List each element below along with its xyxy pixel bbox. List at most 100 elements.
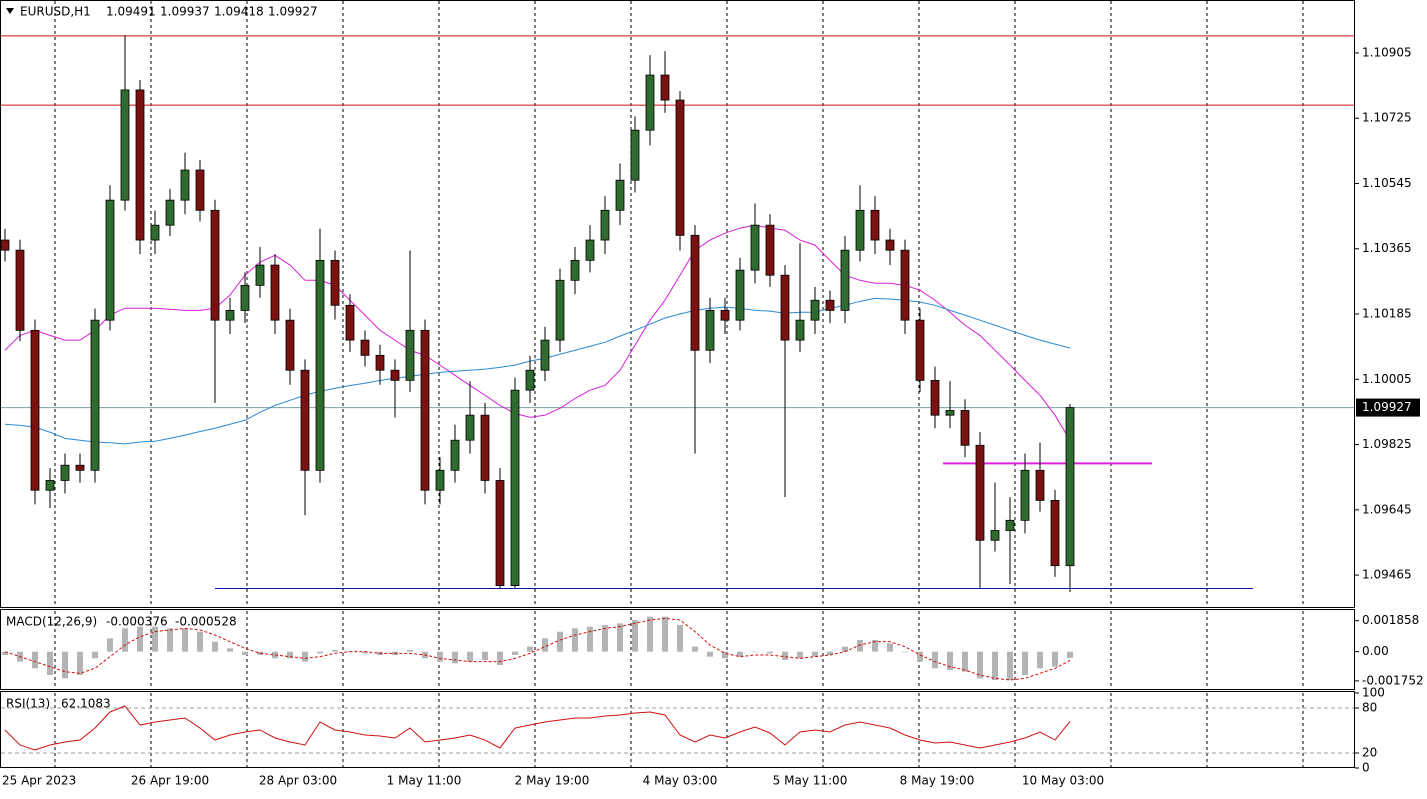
y-tick-label: -0.001752 — [1362, 673, 1424, 687]
macd-bar — [152, 626, 158, 652]
macd-bar — [737, 651, 743, 657]
x-tick-label: 8 May 19:00 — [900, 774, 975, 788]
macd-bar — [767, 651, 773, 654]
macd-bar — [197, 631, 203, 652]
macd-bar — [512, 651, 518, 655]
macd-bar — [812, 651, 818, 657]
candle-body — [705, 309, 715, 351]
rsi-value: 62.1083 — [61, 697, 111, 711]
candle-body — [945, 410, 955, 416]
candle-body — [570, 259, 580, 281]
macd-signal — [4, 617, 1071, 681]
macd-bar — [77, 651, 83, 675]
candle-body — [300, 369, 310, 471]
rsi-line — [4, 705, 1071, 751]
macd-bar — [557, 631, 563, 652]
macd-bar — [542, 638, 548, 652]
candle-body — [390, 369, 400, 381]
candle-body — [810, 299, 820, 321]
macd-bar — [287, 651, 293, 659]
candle-body — [1020, 469, 1030, 521]
macd-bar — [587, 626, 593, 652]
y-tick-label: 80 — [1362, 701, 1377, 715]
candle-body — [360, 339, 370, 356]
menu-arrow[interactable] — [6, 8, 14, 14]
x-tick-label: 25 Apr 2023 — [2, 774, 76, 788]
y-tick-label: 0.001858 — [1362, 613, 1419, 627]
candle-body — [120, 89, 130, 201]
macd-bar — [332, 650, 338, 652]
candle-body — [645, 74, 655, 131]
candle-body — [420, 329, 430, 491]
candle-body — [1065, 407, 1075, 567]
last-high: 1.09937 — [160, 5, 210, 19]
y-tick-label: 1.10005 — [1362, 372, 1412, 386]
candle-body — [690, 234, 700, 351]
candle-body — [840, 249, 850, 311]
x-tick-label: 10 May 03:00 — [1022, 774, 1104, 788]
y-tick-label: 1.09465 — [1362, 568, 1412, 582]
macd-bar — [887, 643, 893, 652]
plot — [0, 35, 1354, 751]
macd-bar — [962, 651, 968, 672]
macd-bar — [122, 628, 128, 652]
macd-bar — [107, 638, 113, 652]
x-tick-label: 26 Apr 19:00 — [131, 774, 209, 788]
macd-frame — [0, 609, 1355, 690]
last-close: 1.09927 — [268, 5, 318, 19]
macd-bar — [32, 651, 38, 669]
macd-bar — [302, 651, 308, 662]
candle-body — [345, 304, 355, 341]
candle-body — [780, 274, 790, 341]
macd-signal-value: -0.000528 — [175, 615, 237, 629]
candle-body — [825, 299, 835, 311]
candle-body — [630, 129, 640, 181]
macd-bar — [902, 651, 908, 653]
macd-bar — [917, 651, 923, 662]
candle-body — [375, 354, 385, 371]
macd-bar — [407, 650, 413, 652]
macd-value: -0.000376 — [106, 615, 168, 629]
candle-body — [75, 464, 85, 471]
candle-body — [165, 199, 175, 226]
candle-body — [510, 389, 520, 587]
candle-body — [960, 410, 970, 446]
macd-bar — [827, 651, 833, 655]
candle-body — [0, 239, 10, 251]
candle-body — [1035, 469, 1045, 501]
y-tick-label: 100 — [1362, 686, 1385, 700]
candle-body — [180, 169, 190, 201]
candle-body — [975, 444, 985, 541]
moving-average — [4, 224, 1071, 441]
y-tick-label: 1.10185 — [1362, 307, 1412, 321]
macd-bar — [842, 646, 848, 652]
macd-bar — [932, 651, 938, 669]
y-tick-label: 0 — [1362, 761, 1370, 775]
macd-bar — [752, 651, 758, 653]
macd-bar — [1052, 651, 1058, 667]
y-tick-label: 1.09645 — [1362, 502, 1412, 516]
macd-bar — [317, 651, 323, 654]
candle-body — [735, 269, 745, 321]
candle-body — [210, 209, 220, 321]
rsi-title: RSI(13) — [6, 697, 50, 711]
y-tick-label: 1.10545 — [1362, 176, 1412, 190]
grid — [1, 1, 1354, 767]
macd-title: MACD(12,26,9) — [6, 615, 97, 629]
macd-bar — [227, 648, 233, 652]
candle-body — [255, 264, 265, 286]
candle-body — [330, 259, 340, 306]
last-low: 1.09418 — [214, 5, 264, 19]
macd-bar — [452, 651, 458, 664]
macd-bar — [782, 651, 788, 660]
candle-body — [150, 224, 160, 241]
candle-body — [615, 179, 625, 211]
candle-body — [540, 339, 550, 371]
candle-body — [15, 249, 25, 331]
macd-bar — [947, 651, 953, 670]
macd-bar — [677, 625, 683, 652]
candle-body — [465, 414, 475, 441]
macd-bar — [707, 651, 713, 657]
macd-bar — [2, 651, 8, 655]
